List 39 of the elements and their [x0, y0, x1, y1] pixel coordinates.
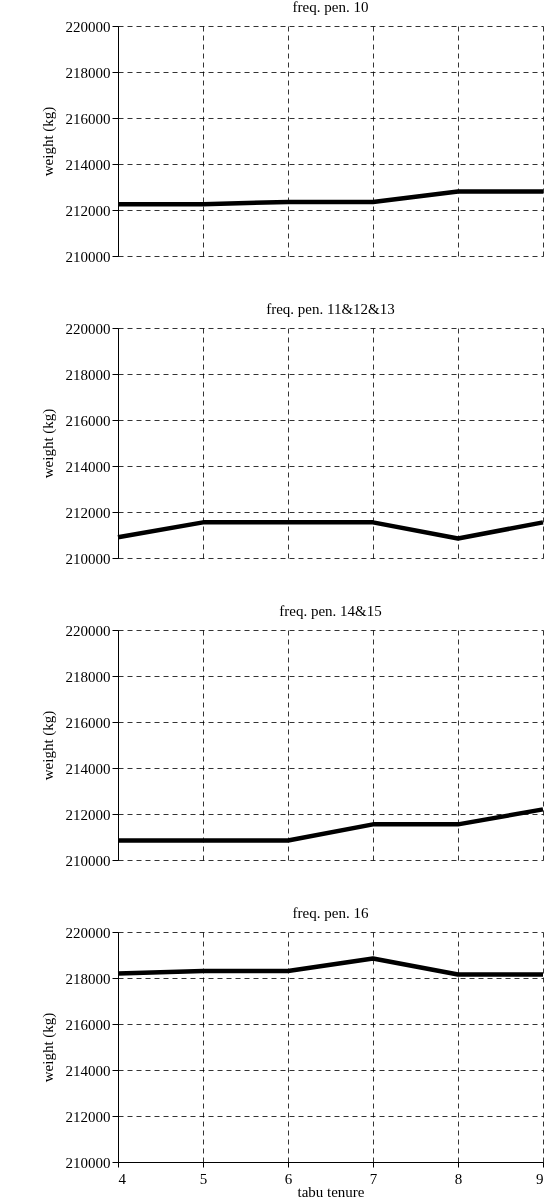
x-tick-label: 6	[284, 1170, 293, 1187]
y-tick-label: 210000	[65, 1154, 111, 1171]
y-tick-label: 214000	[65, 458, 111, 475]
y-tick-label: 220000	[65, 924, 111, 941]
x-tick-label: 5	[199, 1170, 208, 1187]
y-tick-label: 220000	[65, 320, 111, 337]
chart-title: freq. pen. 10	[292, 0, 369, 15]
y-tick-label: 212000	[65, 806, 111, 823]
y-tick-label: 216000	[65, 110, 111, 127]
y-axis-title: weight (kg)	[39, 1012, 57, 1083]
y-tick-label: 212000	[65, 1108, 111, 1125]
y-axis-title: weight (kg)	[39, 106, 57, 177]
y-tick-label: 218000	[65, 970, 111, 987]
x-tick-label: 9	[536, 1170, 544, 1187]
y-tick-label: 212000	[65, 202, 111, 219]
y-tick-label: 216000	[65, 412, 111, 429]
y-tick-label: 210000	[65, 248, 111, 265]
y-axis-title: weight (kg)	[39, 408, 57, 479]
y-tick-label: 214000	[65, 156, 111, 173]
y-tick-label: 216000	[65, 1016, 111, 1033]
x-tick-label: 4	[118, 1170, 127, 1187]
y-axis-title: weight (kg)	[39, 710, 57, 781]
y-tick-label: 214000	[65, 760, 111, 777]
y-tick-label: 220000	[65, 18, 111, 35]
y-tick-label: 218000	[65, 366, 111, 383]
chart-title: freq. pen. 11&12&13	[266, 301, 395, 317]
y-tick-label: 220000	[65, 622, 111, 639]
y-tick-label: 210000	[65, 550, 111, 567]
chart-title: freq. pen. 14&15	[279, 603, 382, 619]
x-tick-label: 7	[369, 1170, 378, 1187]
y-tick-label: 212000	[65, 504, 111, 521]
chart-title: freq. pen. 16	[292, 905, 369, 921]
x-tick-label: 8	[454, 1170, 463, 1187]
y-tick-label: 218000	[65, 668, 111, 685]
y-tick-label: 214000	[65, 1062, 111, 1079]
y-tick-label: 216000	[65, 714, 111, 731]
y-tick-label: 218000	[65, 64, 111, 81]
y-tick-label: 210000	[65, 852, 111, 869]
x-axis-title: tabu tenure	[297, 1183, 365, 1198]
